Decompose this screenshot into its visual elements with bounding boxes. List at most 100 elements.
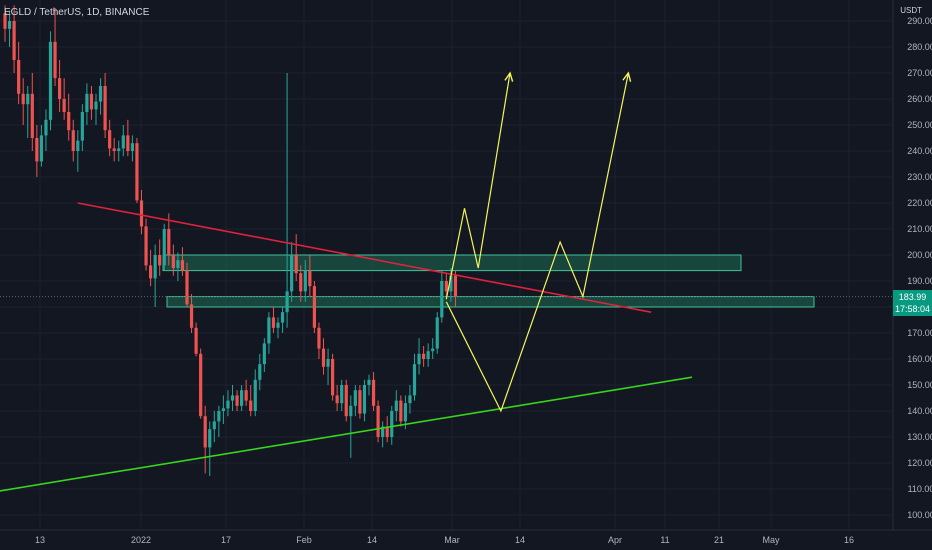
- candle: [212, 411, 216, 443]
- candle-body: [426, 351, 430, 359]
- candle-body: [221, 408, 225, 411]
- currency-label: USDT: [900, 6, 922, 15]
- candle: [135, 138, 139, 203]
- x-tick-label: 17: [221, 535, 231, 545]
- candle-body: [249, 400, 253, 411]
- candle: [262, 338, 266, 372]
- candle: [408, 385, 412, 414]
- x-tick-label: 14: [515, 535, 525, 545]
- candle-body: [167, 229, 171, 255]
- candle-body: [130, 143, 134, 151]
- candle-body: [399, 400, 403, 422]
- candle-body: [353, 390, 357, 406]
- candle: [276, 317, 280, 339]
- candle: [167, 213, 171, 266]
- candle-body: [53, 41, 57, 79]
- lower-zone: [166, 296, 815, 308]
- candle-body: [321, 348, 326, 367]
- candle-body: [158, 255, 162, 266]
- candle: [17, 41, 21, 105]
- candle: [240, 385, 244, 411]
- time-axis[interactable]: 13 2022 17 Feb 14 Mar 14 Apr 11 21 May 16: [0, 529, 932, 545]
- candle-body: [144, 226, 148, 266]
- candle-body: [48, 41, 53, 120]
- x-tick-label: Mar: [444, 535, 460, 545]
- candle-body: [299, 273, 303, 292]
- candle-body: [35, 138, 39, 162]
- candle-body: [271, 317, 276, 328]
- price-axis[interactable]: 100.00 110.00 120.00 130.00 140.00 150.00 160.…: [892, 0, 932, 530]
- candle-body: [103, 86, 107, 131]
- candle-body: [308, 270, 312, 287]
- candle-body: [76, 140, 80, 151]
- candle-body: [185, 270, 189, 305]
- candle: [112, 138, 116, 162]
- candle: [267, 312, 271, 354]
- candle-body: [390, 411, 394, 437]
- y-tick-label: 250.00: [907, 120, 932, 130]
- candle-body: [139, 200, 144, 227]
- x-tick-label: 21: [714, 535, 724, 545]
- candle: [53, 8, 57, 86]
- candle: [108, 119, 112, 157]
- candle: [121, 125, 125, 157]
- candle: [312, 281, 316, 333]
- x-tick-label: Feb: [296, 535, 312, 545]
- candle: [371, 372, 376, 411]
- candle: [221, 395, 225, 424]
- candle: [80, 104, 84, 151]
- candle-body: [358, 390, 362, 414]
- candle: [376, 400, 380, 443]
- candle-body: [235, 395, 239, 406]
- candle-body: [331, 359, 335, 396]
- candle-body: [449, 275, 453, 292]
- y-tick-label: 190.00: [907, 276, 932, 286]
- candle-body: [362, 385, 367, 414]
- y-tick-label: 150.00: [907, 380, 932, 390]
- candle-body: [258, 364, 262, 380]
- candle-body: [408, 395, 412, 404]
- candle: [381, 421, 385, 448]
- candle: [258, 353, 262, 391]
- candle-body: [108, 130, 112, 149]
- candle: [230, 385, 235, 411]
- symbol-label: EGLD / TetherUS, 1D, BINANCE: [4, 7, 150, 18]
- candle-body: [217, 411, 221, 422]
- x-tick-label: 13: [35, 535, 45, 545]
- candle-body: [226, 400, 230, 409]
- candle-body: [21, 93, 25, 105]
- y-tick-label: 270.00: [907, 68, 932, 78]
- candle: [189, 294, 194, 333]
- candle-body: [312, 286, 316, 328]
- candle-body: [62, 99, 66, 112]
- candle-body: [7, 21, 12, 29]
- candle: [326, 348, 330, 385]
- candle-layer: [3, 5, 458, 476]
- candle-body: [176, 260, 180, 268]
- y-tick-label: 110.00: [908, 484, 932, 494]
- y-tick-label: 210.00: [907, 224, 932, 234]
- candle-body: [340, 385, 344, 404]
- candle: [431, 338, 435, 359]
- bar-countdown: 17:58:04: [894, 304, 931, 314]
- y-tick-label: 280.00: [907, 42, 932, 52]
- y-tick-label: 130.00: [907, 432, 932, 442]
- candle-body: [39, 135, 43, 162]
- candle: [453, 270, 458, 307]
- candle: [353, 385, 357, 417]
- candle: [194, 322, 198, 357]
- candle: [3, 5, 7, 42]
- candle-body: [294, 255, 298, 274]
- candle-body: [417, 353, 421, 365]
- candle: [103, 73, 107, 138]
- candle: [94, 93, 98, 125]
- candle: [149, 249, 153, 287]
- candle-body: [153, 255, 157, 279]
- candle-body: [199, 353, 203, 417]
- candle: [153, 244, 157, 307]
- candle: [308, 255, 312, 297]
- projection-path-a: [445, 72, 511, 300]
- candle: [162, 223, 166, 271]
